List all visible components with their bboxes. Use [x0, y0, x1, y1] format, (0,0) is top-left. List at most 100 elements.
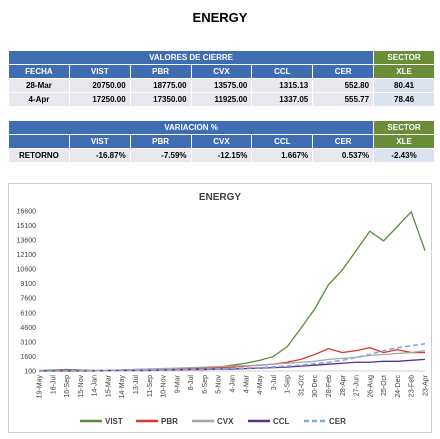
y-tick-label: 3100 [20, 339, 36, 346]
row: 28-Mar 20750.00 18775.00 13575.00 1315.13 552… [8, 78, 435, 93]
x-tick-label: 14-Jan [92, 375, 99, 397]
x-tick-label: 19-May [37, 375, 44, 399]
cell: 18775.00 [129, 78, 192, 93]
legend-label: PBR [161, 417, 178, 426]
row: FECHA VIST PBR CVX CCL CER XLE [8, 64, 435, 79]
x-tick-label: 4-Jan [230, 375, 237, 393]
legend-label: CER [329, 417, 346, 426]
column-header: CVX [190, 64, 253, 79]
y-tick-label: 100 [24, 369, 36, 376]
cell: -7.59% [129, 148, 192, 163]
cell: 4-Apr [8, 92, 70, 107]
chart-title: ENERGY [199, 192, 242, 203]
column-header: CER [312, 134, 375, 149]
group-header: VALORES DE CIERRE [7, 50, 375, 65]
cell: 552.80 [312, 78, 375, 93]
x-tick-label: 24-Dec [395, 375, 402, 398]
y-tick-label: 4600 [20, 325, 36, 332]
x-tick-label: 8-Jul [188, 375, 195, 391]
column-header: PBR [129, 134, 192, 149]
column-header: FECHA [8, 64, 70, 79]
cell: 13575.00 [190, 78, 253, 93]
x-tick-label: 13-Jul [133, 375, 140, 395]
cell: 555.77 [312, 92, 375, 107]
cell: 1337.05 [251, 92, 314, 107]
legend-label: VIST [105, 417, 123, 426]
y-tick-label: 9100 [20, 281, 36, 288]
series-line [38, 210, 426, 372]
x-tick-label: 14-May [119, 375, 126, 399]
cell: 0.537% [312, 148, 375, 163]
y-tick-label: 15100 [17, 223, 37, 230]
column-header: CER [312, 64, 375, 79]
x-tick-label: 28-Apr [340, 374, 347, 396]
cell: 28-Mar [8, 78, 70, 93]
group-header: VARIACION % [7, 120, 375, 135]
chart-frame: ENERGY 100 1600 3100 4600 6100 7600 9100 10600 1… [8, 183, 432, 433]
x-tick-label: 11-Sep [147, 375, 154, 397]
cell: -16.87% [68, 148, 131, 163]
column-header: VIST [68, 64, 131, 79]
y-tick-label: 12100 [17, 252, 37, 259]
cell: -12.15% [190, 148, 253, 163]
x-tick-label: 26-Aug [367, 375, 374, 398]
column-header: PBR [129, 64, 192, 79]
column-header: VIST [68, 134, 131, 149]
x-tick-label: 16-Sep [64, 375, 71, 398]
series-line [38, 347, 425, 372]
cell: 1.667% [251, 148, 314, 163]
return-table: VARIACION % SECTOR VIST PBR CVX CCL CER XLE RETO… [7, 120, 435, 163]
cell: 20750.00 [68, 78, 131, 93]
row: 4-Apr 17250.00 17350.00 11925.00 1337.05 555.… [8, 92, 435, 107]
x-tick-label: 27-Jun [354, 375, 361, 397]
x-tick-label: 15-Mar [105, 374, 112, 397]
x-tick-label: 28-Feb [326, 375, 333, 397]
x-tick-label: 1-Sep [285, 375, 292, 394]
cell: -2.43% [373, 148, 435, 163]
column-header: XLE [373, 64, 435, 79]
row: VARIACION % SECTOR [7, 120, 435, 135]
sector-header: SECTOR [373, 50, 435, 65]
sector-header: SECTOR [373, 120, 435, 135]
row: VALORES DE CIERRE SECTOR [7, 50, 435, 65]
x-tick-label: 4-Mar [243, 374, 250, 393]
column-header: CCL [251, 134, 314, 149]
y-tick-label: 13600 [17, 237, 37, 244]
x-tick-label: 5-Nov [216, 375, 223, 394]
cell: 17350.00 [129, 92, 192, 107]
legend-label: CCL [273, 417, 290, 426]
x-tick-label: 18-Jul [50, 375, 57, 395]
page-title: ENERGY [192, 10, 248, 25]
x-tick-label: 4-May [257, 375, 264, 395]
cell: RETORNO [8, 148, 70, 163]
column-header: CCL [251, 64, 314, 79]
y-tick-label: 16600 [17, 208, 37, 215]
cell: 80.41 [373, 78, 435, 93]
x-tick-label: 30-Dec [312, 375, 319, 398]
row: VIST PBR CVX CCL CER XLE [8, 134, 435, 149]
series-line [39, 343, 426, 372]
x-tick-label: 15-Nov [78, 375, 85, 398]
y-tick-label: 7600 [20, 296, 36, 303]
legend-label: CVX [217, 417, 234, 426]
y-tick-label: 6100 [20, 310, 36, 317]
cell: 17250.00 [68, 92, 131, 107]
x-tick-label: 31-Oct [298, 375, 305, 396]
x-tick-label: 9-Mar [174, 374, 181, 393]
column-header [8, 134, 70, 149]
x-tick-label: 6-Sep [202, 375, 209, 394]
column-header: CVX [190, 134, 253, 149]
cell: 11925.00 [190, 92, 253, 107]
x-tick-label: 3-Jul [271, 375, 278, 391]
row: RETORNO -16.87% -7.59% -12.15% 1.667% 0.537% -… [8, 148, 435, 163]
cell: 78.46 [373, 92, 435, 107]
cell: 1315.13 [251, 78, 314, 93]
column-header: XLE [373, 134, 435, 149]
x-tick-label: 25-Oct [381, 375, 388, 396]
x-tick-label: 10-Nov [161, 375, 168, 398]
y-tick-label: 10600 [17, 267, 37, 274]
y-tick-label: 1600 [20, 354, 36, 361]
x-tick-label: 23-Feb [409, 375, 416, 397]
chart: ENERGY 100 1600 3100 4600 6100 7600 9100 10600 1… [17, 192, 430, 426]
